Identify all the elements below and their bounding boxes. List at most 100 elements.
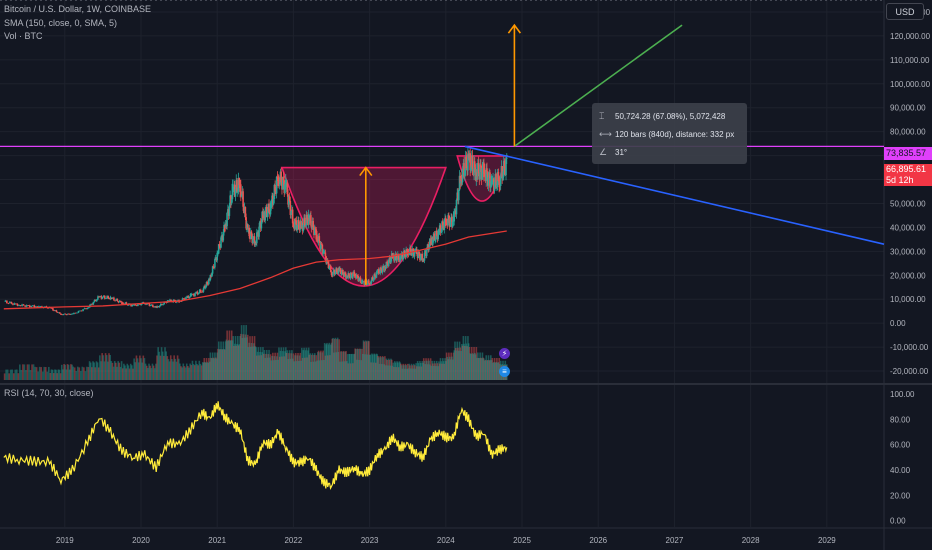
volume-bar (88, 361, 91, 380)
volume-bar (266, 357, 269, 380)
volume-bar (143, 358, 146, 380)
candle-body (87, 307, 90, 309)
volume-bar (159, 355, 162, 380)
candle-body (342, 269, 344, 275)
volume-bar (9, 369, 12, 380)
candle-body (318, 236, 321, 242)
volume-bar (464, 336, 467, 380)
volume-bar (175, 361, 178, 380)
volume-bar (315, 355, 318, 380)
volume-bar (484, 359, 487, 380)
currency-button[interactable]: USD (886, 3, 924, 20)
volume-bar (233, 343, 236, 380)
candle-body (334, 272, 337, 275)
volume-bar (155, 363, 157, 380)
volume-bar (177, 358, 180, 380)
volume-bar (317, 350, 320, 380)
candle-body (19, 305, 22, 307)
volume-bar (219, 349, 222, 380)
volume-bar (133, 358, 135, 380)
volume-bar (251, 336, 254, 380)
volume-bar (419, 362, 422, 380)
volume-bar (447, 359, 449, 380)
volume-bar (280, 347, 283, 380)
volume-bar (254, 346, 257, 380)
volume-bar (361, 353, 364, 380)
candle-body (113, 297, 115, 301)
volume-bar (22, 364, 24, 380)
candle-body (495, 174, 497, 188)
candle-body (253, 236, 256, 246)
volume-bar (257, 347, 260, 380)
candle-body (288, 196, 291, 201)
candle-body (54, 310, 57, 312)
candle-body (326, 260, 328, 264)
volume-bar (148, 363, 150, 380)
candle-body (473, 161, 476, 168)
volume-bar (350, 354, 353, 380)
candle-body (99, 296, 102, 298)
volume-bar (438, 363, 441, 380)
lightning-icon[interactable]: ⚡ (499, 348, 510, 359)
candle-body (256, 232, 258, 244)
candle-body (196, 291, 199, 295)
candle-body (52, 308, 54, 311)
volume-bar (55, 369, 57, 380)
volume-bar (314, 361, 317, 380)
candle-body (445, 220, 448, 223)
volume-bar (237, 345, 240, 380)
volume-bar (442, 358, 444, 380)
candle-body (211, 273, 213, 277)
volume-bar (450, 352, 452, 380)
volume-bar (185, 363, 188, 380)
volume-bar (334, 337, 337, 380)
candle-body (63, 313, 66, 315)
volume-bar (322, 350, 324, 380)
volume-bar (410, 363, 413, 380)
time-tick-label: 2025 (513, 536, 531, 545)
measure-icon: ⌶ (599, 111, 605, 121)
volume-bar (371, 354, 374, 380)
candle-body (461, 169, 464, 183)
volume-bar (354, 348, 356, 380)
volume-bar (496, 362, 499, 380)
volume-bar (180, 366, 182, 380)
symbol-legend[interactable]: Bitcoin / U.S. Dollar, 1W, COINBASE (4, 4, 152, 14)
candle-body (163, 301, 166, 305)
us-flag-icon[interactable]: ≡ (499, 366, 510, 377)
time-axis[interactable]: 2019 2020 2021 2022 2023 2024 2025 2026 2027 2028… (56, 536, 836, 545)
volume-bar (365, 341, 368, 380)
sma-legend[interactable]: SMA (150, close, 0, SMA, 5) (4, 18, 118, 28)
candle-body (340, 273, 343, 275)
volume-bar (323, 359, 325, 380)
price-axis[interactable]: 130,000.00120,000.00110,000.00100,000.00… (890, 8, 931, 376)
volume-bar (353, 353, 356, 380)
volume-bar (184, 367, 187, 380)
volume-bar (46, 371, 49, 380)
volume-bar (471, 353, 474, 380)
rsi-axis[interactable]: 100.00 80.00 60.00 40.00 20.00 0.00 (890, 390, 915, 526)
candle-body (231, 183, 234, 200)
candle-body (343, 272, 346, 277)
candle-body (140, 303, 143, 306)
rsi-legend[interactable]: RSI (14, 70, 30, close) (4, 388, 94, 398)
volume-legend[interactable]: Vol · BTC (4, 31, 43, 41)
candle-body (358, 278, 360, 281)
volume-bar (461, 345, 464, 380)
candle-body (314, 228, 317, 230)
volume-bar (37, 371, 39, 380)
volume-bar (483, 358, 485, 380)
candle-body (27, 305, 29, 306)
volume-bar (276, 352, 279, 380)
volume-bar (319, 352, 321, 380)
candle-body (244, 207, 247, 218)
volume-bar (59, 373, 62, 380)
volume-bar (442, 361, 445, 380)
volume-bar (426, 364, 429, 380)
trend-drawings[interactable] (0, 23, 885, 285)
candle-body (9, 301, 11, 304)
volume-bar (414, 368, 417, 380)
volume-bar (378, 363, 381, 380)
volume-bar (144, 363, 147, 380)
